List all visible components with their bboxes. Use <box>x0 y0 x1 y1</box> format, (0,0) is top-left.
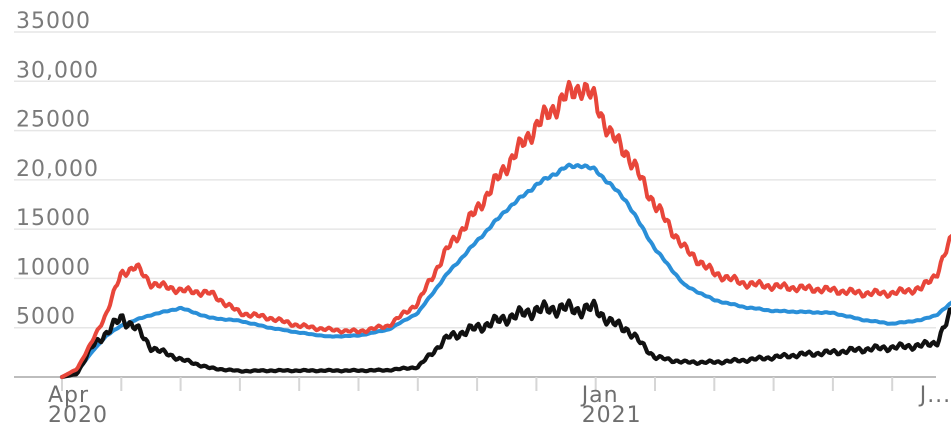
x-tick-label: J... <box>918 383 951 408</box>
gridlines <box>14 31 936 329</box>
y-tick-label: 30,000 <box>16 58 99 83</box>
x-tick-label: Jan <box>580 383 619 408</box>
series-line <box>59 298 951 380</box>
y-tick-label: 20,000 <box>16 157 99 182</box>
y-tick-label: 5000 <box>16 305 76 330</box>
series-line <box>60 162 951 379</box>
y-tick-label: 10000 <box>16 255 91 280</box>
x-tick-year: 2020 <box>48 403 108 424</box>
y-tick-label: 15000 <box>16 206 91 231</box>
series-line <box>60 79 951 379</box>
y-axis-tick-labels: 5000 10000 15000 20,000 25000 30,000 35000 <box>16 9 99 330</box>
x-tick-year: 2021 <box>582 403 642 424</box>
x-axis-minor-ticks <box>61 377 894 391</box>
y-tick-label: 25000 <box>16 108 91 133</box>
series-lines <box>59 79 951 380</box>
y-tick-label: 35000 <box>16 9 91 34</box>
x-tick-label: Apr <box>48 383 89 408</box>
